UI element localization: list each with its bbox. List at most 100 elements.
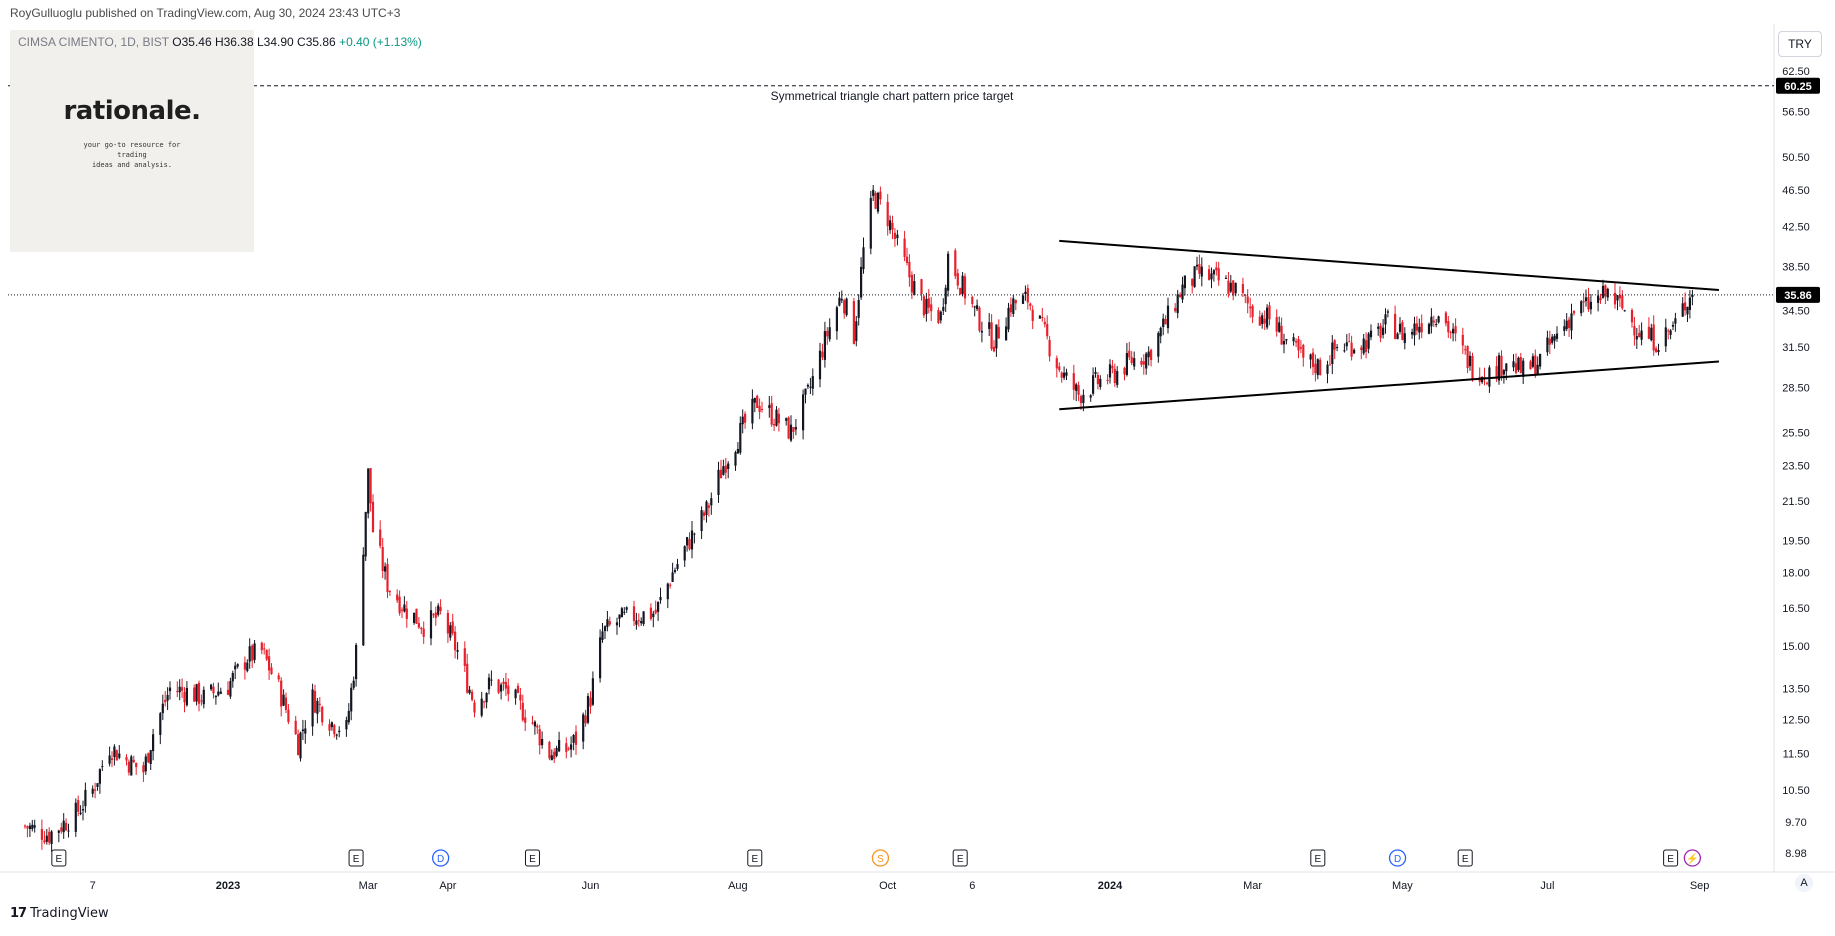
candle-body bbox=[497, 679, 500, 693]
candle bbox=[268, 648, 271, 680]
candle bbox=[942, 298, 945, 315]
candle-body bbox=[405, 608, 408, 619]
tradingview-footer-logo[interactable]: 17 TradingView bbox=[10, 906, 109, 921]
event-marker[interactable]: ⚡ bbox=[1683, 849, 1702, 867]
candle-body bbox=[700, 510, 703, 531]
rationale-logo-watermark: rationale. your go-to resource for tradi… bbox=[10, 30, 254, 252]
event-marker[interactable]: E bbox=[1310, 849, 1326, 867]
candle bbox=[432, 612, 435, 618]
candle-body bbox=[1531, 356, 1534, 367]
candle-body bbox=[1604, 285, 1607, 297]
candle bbox=[558, 731, 561, 753]
candle bbox=[1234, 282, 1237, 297]
candle-body bbox=[79, 812, 82, 814]
candle bbox=[473, 699, 476, 718]
candle-body bbox=[1295, 341, 1298, 343]
candle-body bbox=[785, 418, 788, 421]
candle-body bbox=[1077, 385, 1080, 395]
candle-body bbox=[1029, 303, 1032, 306]
candle-body bbox=[826, 330, 829, 337]
event-marker[interactable]: E bbox=[952, 849, 968, 867]
event-marker[interactable]: D bbox=[1388, 849, 1407, 867]
candle-body bbox=[1328, 364, 1331, 366]
candle-body bbox=[1179, 294, 1182, 298]
candle bbox=[429, 601, 433, 646]
candle-body bbox=[429, 610, 433, 639]
candle bbox=[905, 247, 909, 266]
candle bbox=[744, 411, 747, 429]
candle bbox=[606, 611, 609, 632]
time-axis[interactable]: 7 2023 Mar Apr Jun Aug Oct 6 2024 Mar May Jul Sep bbox=[90, 880, 1710, 892]
candle bbox=[214, 695, 217, 705]
candle bbox=[937, 307, 940, 325]
candle-body bbox=[1471, 355, 1474, 379]
candle-body bbox=[1398, 323, 1402, 332]
trendline-lower[interactable] bbox=[1059, 360, 1720, 411]
event-marker[interactable]: E bbox=[747, 849, 763, 867]
candle-body bbox=[671, 572, 674, 582]
candle bbox=[466, 653, 469, 694]
candle-body bbox=[388, 591, 391, 593]
candle-body bbox=[487, 677, 491, 690]
candle bbox=[1014, 299, 1017, 311]
candle bbox=[62, 813, 65, 839]
candle bbox=[502, 678, 505, 691]
candle bbox=[963, 273, 967, 305]
candle bbox=[504, 672, 507, 696]
candle bbox=[43, 830, 46, 845]
candle-body bbox=[62, 820, 65, 833]
price-axis[interactable]: 62.50 56.50 50.50 46.50 42.50 38.50 34.50 31.50… bbox=[1776, 66, 1820, 860]
auto-scale-button[interactable]: A bbox=[1795, 874, 1813, 892]
symbol-legend[interactable]: CIMSA CIMENTO, 1D, BIST O35.46 H36.38 L3… bbox=[18, 35, 422, 49]
candle bbox=[1183, 275, 1186, 296]
candle-body bbox=[1621, 295, 1624, 309]
candle bbox=[454, 626, 457, 659]
price-tick-label: 56.50 bbox=[1782, 107, 1810, 119]
candle bbox=[355, 642, 358, 687]
event-marker[interactable]: D bbox=[431, 849, 450, 867]
candle-body bbox=[1106, 379, 1109, 381]
candle-body bbox=[480, 698, 483, 716]
candle-body bbox=[197, 682, 201, 704]
candle bbox=[903, 230, 906, 262]
candle bbox=[1261, 312, 1264, 329]
candle bbox=[741, 409, 744, 434]
candle bbox=[804, 388, 807, 404]
candle-body bbox=[1147, 351, 1150, 358]
price-tick-label: 62.50 bbox=[1782, 66, 1810, 78]
candle bbox=[1686, 306, 1689, 322]
candle-body bbox=[659, 597, 662, 601]
event-marker[interactable]: S bbox=[871, 849, 890, 867]
candle bbox=[1029, 302, 1032, 311]
candle bbox=[666, 582, 669, 609]
event-marker[interactable]: E bbox=[1663, 849, 1679, 867]
event-marker[interactable]: E bbox=[524, 849, 540, 867]
time-tick-label: Sep bbox=[1690, 880, 1710, 892]
candle-body bbox=[889, 220, 892, 231]
trendline-upper[interactable] bbox=[1059, 239, 1720, 291]
candle-body bbox=[1041, 317, 1044, 319]
candle bbox=[971, 295, 974, 308]
candle-body bbox=[473, 702, 476, 713]
candle-body bbox=[1012, 298, 1015, 314]
candle-body bbox=[1244, 295, 1247, 296]
event-marker[interactable]: E bbox=[1457, 849, 1473, 867]
candle-body bbox=[362, 554, 365, 646]
candle-body bbox=[386, 563, 389, 593]
candle bbox=[886, 194, 889, 236]
candle bbox=[463, 641, 466, 672]
candle bbox=[838, 291, 841, 307]
candle bbox=[978, 306, 981, 333]
candle bbox=[234, 661, 237, 679]
candle bbox=[599, 629, 602, 683]
candle bbox=[1215, 261, 1218, 276]
currency-button[interactable]: TRY bbox=[1778, 31, 1822, 57]
tradingview-brand: TradingView bbox=[30, 906, 109, 921]
candle bbox=[101, 760, 104, 771]
candle-body bbox=[843, 300, 846, 314]
candle bbox=[1005, 317, 1008, 341]
event-marker[interactable]: E bbox=[51, 849, 67, 867]
event-marker[interactable]: E bbox=[348, 849, 364, 867]
candle bbox=[1529, 359, 1532, 370]
